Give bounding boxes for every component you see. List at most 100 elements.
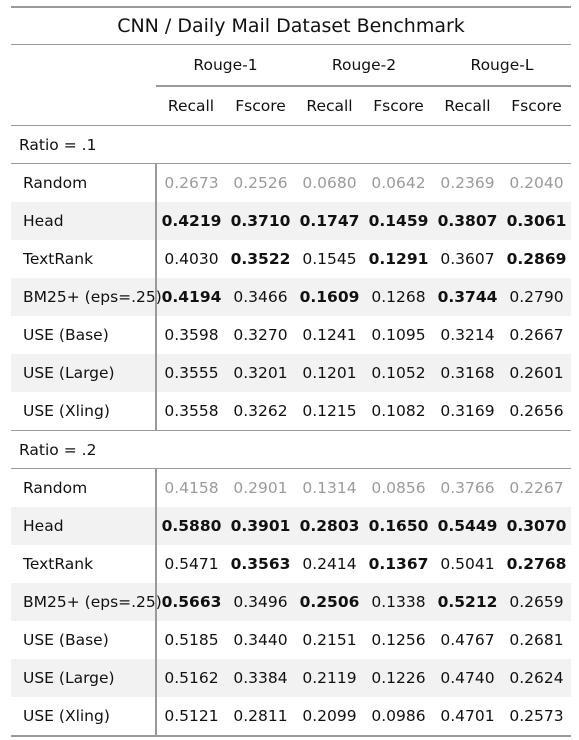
table-row: Head 0.4219 0.3710 0.1747 0.1459 0.3807 0.3061: [11, 202, 571, 240]
table-row: USE (Xling) 0.3558 0.3262 0.1215 0.1082 0.316…: [11, 392, 571, 431]
table-cell: 0.2151: [302, 631, 357, 649]
table-cell: 0.1747: [295, 202, 364, 240]
table-row: TextRank 0.4030 0.3522 0.1545 0.1291 0.3607 0.…: [11, 240, 571, 278]
table-cell: 0.1201: [295, 354, 364, 392]
table-cell: 0.1082: [364, 392, 433, 431]
table-cell: 0.2673: [164, 174, 219, 192]
group-header-rouge-l: Rouge-L: [433, 44, 571, 87]
table-body: Ratio = .1 Random 0.2673 0.2526 0.0680 0.0642…: [11, 125, 571, 737]
row-label: BM25+ (eps=.25): [11, 583, 162, 621]
table-cell: 0.3558: [156, 392, 226, 431]
table-cell: 0.3466: [226, 278, 295, 316]
table-cell: 0.2267: [509, 479, 564, 497]
table-cell: 0.1291: [368, 250, 429, 268]
table-cell: 0.2601: [502, 354, 571, 392]
table-cell: 0.0642: [371, 174, 426, 192]
table-cell: 0.1256: [371, 631, 426, 649]
table-cell: 0.2803: [295, 507, 364, 545]
table-cell: 0.3710: [226, 202, 295, 240]
table-cell: 0.1459: [364, 202, 433, 240]
table-cell: 0.4030: [164, 250, 219, 268]
table-cell: 0.2869: [506, 250, 567, 268]
table-cell: 0.1338: [364, 583, 433, 621]
section-label: Ratio = .1: [11, 125, 571, 164]
group-header-rouge-2: Rouge-2: [295, 44, 433, 87]
group-label: Rouge-1: [193, 56, 258, 74]
table-row: USE (Large) 0.5162 0.3384 0.2119 0.1226 0.474…: [11, 659, 571, 697]
table-cell: 0.1241: [302, 326, 357, 344]
table-cell: 0.5471: [164, 555, 219, 573]
table-row: TextRank 0.5471 0.3563 0.2414 0.1367 0.5041 0.…: [11, 545, 571, 583]
row-label: Head: [11, 507, 157, 545]
table-cell: 0.3384: [226, 659, 295, 697]
table-cell: 0.3440: [233, 631, 288, 649]
table-row: USE (Xling) 0.5121 0.2811 0.2099 0.0986 0.470…: [11, 697, 571, 737]
table-cell: 0.1609: [295, 278, 364, 316]
table-cell: 0.4194: [156, 278, 226, 316]
table-cell: 0.3201: [226, 354, 295, 392]
table-cell: 0.2624: [502, 659, 571, 697]
table-cell: 0.5880: [156, 507, 226, 545]
table-cell: 0.5663: [156, 583, 226, 621]
table-cell: 0.2656: [502, 392, 571, 431]
table-cell: 0.2369: [440, 174, 495, 192]
table-cell: 0.4158: [164, 479, 219, 497]
table-cell: 0.3522: [230, 250, 291, 268]
table-cell: 0.0986: [364, 697, 433, 737]
table-cell: 0.3262: [226, 392, 295, 431]
table-row: USE (Base) 0.5185 0.3440 0.2151 0.1256 0.4767…: [11, 621, 571, 659]
table-cell: 0.3766: [440, 479, 495, 497]
row-label: TextRank: [11, 240, 157, 278]
metric-blank: [11, 86, 156, 126]
table-cell: 0.1314: [302, 479, 357, 497]
table-cell: 0.2573: [502, 697, 571, 737]
table-cell: 0.3901: [226, 507, 295, 545]
table-cell: 0.5121: [156, 697, 226, 737]
row-label: USE (Base): [11, 621, 157, 659]
table-cell: 0.0680: [302, 174, 357, 192]
table-title: CNN / Daily Mail Dataset Benchmark: [11, 6, 571, 45]
table-cell: 0.4701: [433, 697, 502, 737]
table-cell: 0.2040: [509, 174, 564, 192]
group-header-rouge-1: Rouge-1: [156, 44, 295, 87]
table-cell: 0.3496: [226, 583, 295, 621]
table-cell: 0.5212: [433, 583, 502, 621]
table-cell: 0.2414: [302, 555, 357, 573]
table-cell: 0.1367: [368, 555, 429, 573]
table-cell: 0.2506: [295, 583, 364, 621]
row-label: USE (Base): [11, 316, 157, 354]
table-cell: 0.3061: [502, 202, 571, 240]
benchmark-table: CNN / Daily Mail Dataset Benchmark Rouge…: [11, 6, 571, 737]
table-cell: 0.5162: [156, 659, 226, 697]
table-cell: 0.2811: [226, 697, 295, 737]
table-cell: 0.4740: [433, 659, 502, 697]
table-row: Random 0.2673 0.2526 0.0680 0.0642 0.2369 0.20…: [11, 163, 571, 202]
table-row: BM25+ (eps=.25) 0.4194 0.3466 0.1609 0.1268 0…: [11, 278, 571, 316]
table-cell: 0.3807: [433, 202, 502, 240]
table-cell: 0.2526: [233, 174, 288, 192]
table-cell: 0.3270: [233, 326, 288, 344]
table-cell: 0.3744: [433, 278, 502, 316]
table-row: USE (Large) 0.3555 0.3201 0.1201 0.1052 0.316…: [11, 354, 571, 392]
table-cell: 0.3169: [433, 392, 502, 431]
table-cell: 0.2099: [295, 697, 364, 737]
table-cell: 0.3598: [164, 326, 219, 344]
table-cell: 0.3563: [230, 555, 291, 573]
table-cell: 0.0856: [371, 479, 426, 497]
table-cell: 0.2659: [502, 583, 571, 621]
header-blank: [11, 45, 156, 87]
table-cell: 0.4767: [440, 631, 495, 649]
table-row: Head 0.5880 0.3901 0.2803 0.1650 0.5449 0.3070: [11, 507, 571, 545]
table-cell: 0.1226: [364, 659, 433, 697]
table-cell: 0.1095: [371, 326, 426, 344]
table-row: BM25+ (eps=.25) 0.5663 0.3496 0.2506 0.1338 0…: [11, 583, 571, 621]
row-label: BM25+ (eps=.25): [11, 278, 162, 316]
table-cell: 0.5185: [164, 631, 219, 649]
table-cell: 0.2901: [233, 479, 288, 497]
metric-header: Fscore: [364, 86, 433, 126]
row-label: Random: [11, 163, 157, 202]
table-cell: 0.1052: [364, 354, 433, 392]
table-cell: 0.3214: [440, 326, 495, 344]
row-label: USE (Xling): [11, 392, 157, 431]
